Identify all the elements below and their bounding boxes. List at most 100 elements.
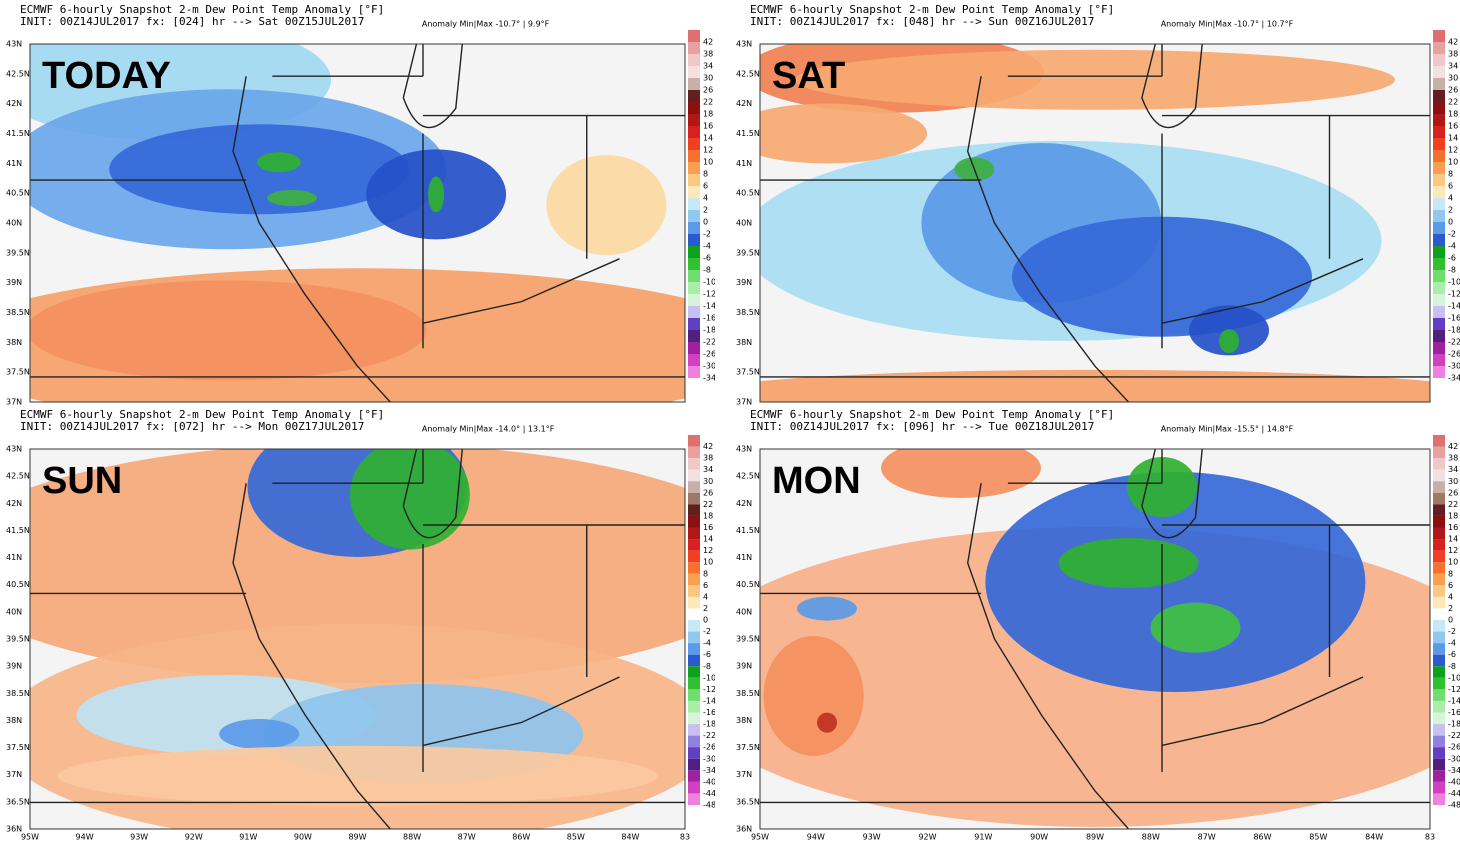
colorbar-swatch [688,174,700,186]
colorbar-label: -14 [1448,696,1460,705]
anomaly-area [881,449,1041,498]
lon-label: 84W [1365,833,1383,842]
lat-label: 38N [736,338,752,347]
colorbar-swatch [1433,689,1445,701]
colorbar-swatch [688,318,700,330]
colorbar-swatch [1433,294,1445,306]
colorbar-label: 42 [703,442,713,451]
anomaly-area [109,124,410,215]
colorbar-swatch [1433,700,1445,713]
lon-label: 84W [621,833,639,842]
colorbar-swatch [1433,162,1445,174]
lon-label: 92W [185,833,203,842]
panel-label: TODAY [42,55,171,97]
colorbar-swatch [688,246,700,258]
colorbar-swatch [1433,747,1445,759]
colorbar-label: -18 [703,720,715,729]
lat-label: 38N [6,338,22,347]
colorbar-swatch [1433,666,1445,678]
lat-label: 43N [6,445,22,454]
colorbar-swatch [1433,527,1445,540]
anomaly-area [760,369,1430,402]
lat-label: 37N [6,398,22,406]
colorbar-swatch [1433,458,1445,470]
colorbar-swatch [1433,90,1445,102]
colorbar-swatch [1433,330,1445,342]
lat-label: 41N [6,553,22,562]
lat-label: 39N [6,662,22,671]
colorbar-label: 30 [1448,74,1458,83]
colorbar-label: 6 [703,182,708,191]
colorbar-label: -34 [703,374,715,383]
lat-label: 40N [6,219,22,228]
anomaly-area [219,719,300,749]
colorbar-label: 8 [703,170,708,179]
colorbar-label: -14 [1448,302,1460,311]
lat-label: 36N [6,825,22,834]
colorbar-label: 42 [1448,38,1458,47]
colorbar-swatch [688,458,700,470]
lat-label: 37.5N [736,743,760,752]
colorbar-swatch [1433,550,1445,563]
colorbar-label: 26 [703,86,713,95]
colorbar-label: -12 [1448,290,1460,299]
colorbar-swatch [688,666,700,678]
colorbar-swatch [1433,342,1445,354]
lat-label: 40.5N [736,189,760,198]
lake-shore [1141,449,1203,539]
colorbar-swatch [688,620,700,632]
lon-label: 90W [1030,833,1048,842]
init-line: INIT: 00Z14JUL2017 fx: [096] hr --> Tue … [750,420,1094,433]
colorbar-label: -44 [1448,789,1460,798]
colorbar-label: -40 [1448,777,1460,786]
colorbar-swatch [1433,481,1445,493]
anomaly-range: Anomaly Min|Max -15.5° | 14.8°F [1161,425,1294,434]
colorbar-swatch [688,469,700,482]
colorbar-swatch [688,366,700,378]
map-area [30,449,685,829]
colorbar-label: -22 [1448,338,1460,347]
colorbar-swatch [688,481,700,493]
colorbar-label: -34 [1448,374,1460,383]
colorbar-swatch [1433,654,1445,667]
state-border [1161,676,1364,747]
state-border [232,76,391,402]
colorbar-swatch [1433,198,1445,210]
colorbar-swatch [1433,258,1445,270]
colorbar-label: -40 [703,777,715,786]
anomaly-area [1127,457,1197,517]
colorbar-swatch [688,758,700,771]
colorbar-label: -14 [703,302,715,311]
colorbar-label: -44 [703,789,715,798]
anomaly-area [795,49,1395,110]
colorbar-swatch [1433,282,1445,294]
colorbar-label: 8 [703,569,708,578]
colorbar-label: 16 [703,523,713,532]
lat-label: 42.5N [736,69,760,78]
colorbar-label: 38 [1448,50,1458,59]
colorbar-label: 4 [1448,194,1453,203]
colorbar-swatch [1433,677,1445,690]
colorbar-swatch [688,138,700,150]
colorbar-label: -26 [1448,743,1460,752]
lat-label: 38.5N [736,308,760,317]
colorbar-label: -48 [1448,801,1460,810]
colorbar-swatch [1433,643,1445,655]
lon-label: 89W [1086,833,1104,842]
lat-label: 43N [6,40,22,49]
colorbar-swatch [1433,631,1445,644]
colorbar-swatch [1433,102,1445,114]
colorbar-label: -18 [1448,326,1460,335]
colorbar-label: -30 [1448,754,1460,763]
colorbar-swatch [688,747,700,759]
colorbar-swatch [1433,366,1445,378]
colorbar-swatch [1433,270,1445,282]
colorbar-label: -16 [1448,708,1460,717]
colorbar-label: -12 [703,685,715,694]
colorbar-swatch [1433,354,1445,366]
colorbar-label: -26 [703,350,715,359]
colorbar-label: 2 [703,604,708,613]
colorbar-swatch [688,306,700,318]
colorbar-label: -8 [703,266,711,275]
colorbar-swatch [1433,758,1445,771]
